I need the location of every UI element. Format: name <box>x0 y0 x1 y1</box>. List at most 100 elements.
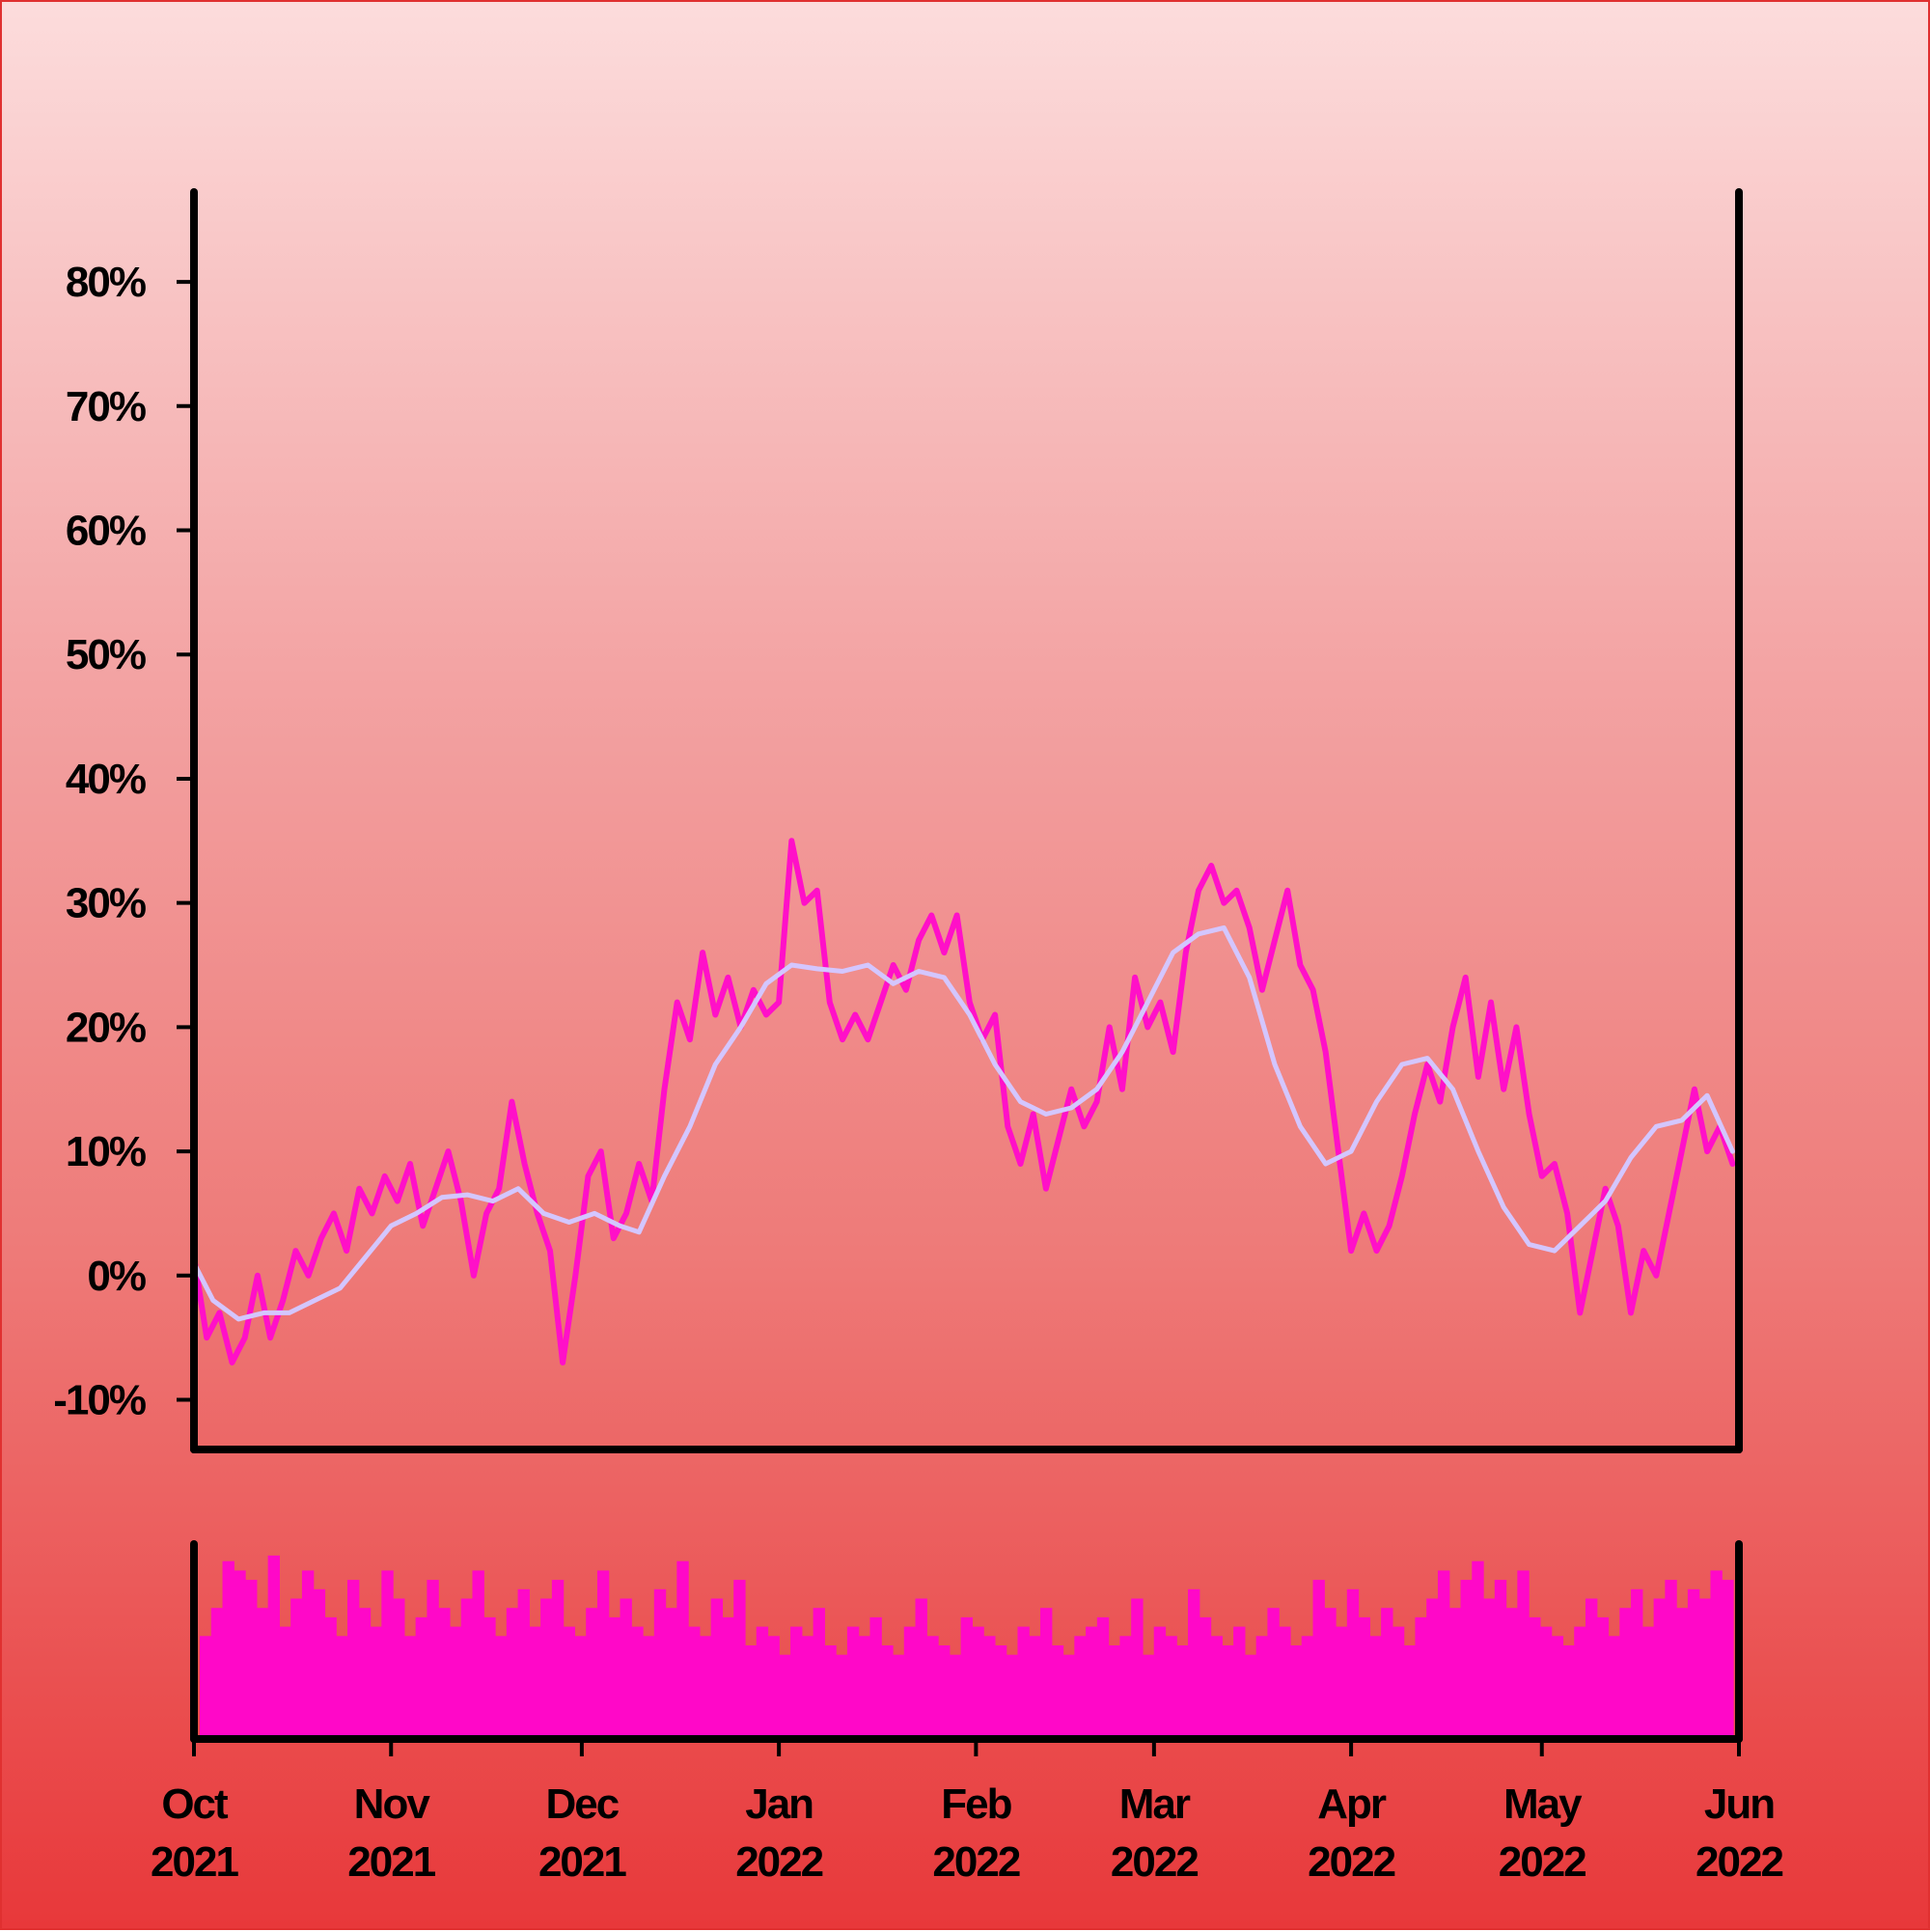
volume-bar <box>1244 1654 1257 1739</box>
volume-bar <box>1233 1626 1246 1739</box>
volume-bar <box>1505 1608 1518 1739</box>
x-tick-year-label: 2022 <box>1111 1838 1198 1886</box>
volume-bar <box>1096 1616 1110 1739</box>
volume-bar <box>1051 1645 1064 1739</box>
volume-bar <box>313 1588 326 1739</box>
y-tick-label: 80% <box>66 259 146 306</box>
volume-bar <box>1392 1626 1405 1739</box>
volume-bar <box>1687 1588 1700 1739</box>
y-tick-label: 10% <box>66 1128 146 1175</box>
volume-bar <box>1029 1636 1041 1739</box>
x-tick-year-label: 2021 <box>347 1838 435 1886</box>
y-tick-label: 60% <box>66 508 146 555</box>
volume-bar <box>1006 1654 1019 1739</box>
volume-bar <box>790 1626 803 1739</box>
volume-bar <box>710 1598 724 1739</box>
volume-bar <box>699 1636 712 1739</box>
volume-bar <box>1562 1645 1575 1739</box>
volume-bar <box>1040 1608 1053 1739</box>
volume-bar <box>949 1654 962 1739</box>
volume-bar <box>1222 1645 1234 1739</box>
volume-bar <box>427 1580 439 1739</box>
volume-bar <box>1698 1598 1712 1739</box>
volume-bar <box>1426 1598 1439 1739</box>
volume-bar <box>1460 1580 1473 1739</box>
y-tick-label: 0% <box>87 1253 145 1300</box>
volume-bar <box>551 1580 565 1739</box>
volume-bar <box>994 1645 1007 1739</box>
volume-bar <box>744 1645 758 1739</box>
volume-bar <box>234 1570 246 1739</box>
volume-bar <box>881 1645 894 1739</box>
volume-bar <box>756 1626 769 1739</box>
volume-bar <box>1415 1616 1427 1739</box>
volume-bar <box>324 1616 337 1739</box>
x-tick-month-label: Oct <box>161 1780 229 1828</box>
y-tick-label: 70% <box>66 383 146 430</box>
x-axis-labels: Oct 2021 Nov 2021 Dec 2021 Jan 2022 Feb 2022 Mar 20… <box>151 1780 1784 1886</box>
volume-bar <box>960 1616 973 1739</box>
volume-bar <box>801 1636 814 1739</box>
volume-bar <box>1301 1636 1314 1739</box>
volume-bar <box>665 1608 677 1739</box>
volume-bar <box>938 1645 951 1739</box>
volume-bar <box>517 1588 530 1739</box>
volume-bar <box>210 1608 224 1739</box>
volume-bar <box>1336 1626 1348 1739</box>
volume-bar <box>643 1636 655 1739</box>
volume-bar <box>529 1626 541 1739</box>
volume-bar <box>631 1626 644 1739</box>
volume-bar <box>824 1645 837 1739</box>
volume-bar <box>1641 1626 1655 1739</box>
volume-bar <box>1165 1636 1177 1739</box>
volume-bar <box>256 1608 269 1739</box>
volume-bar <box>846 1626 860 1739</box>
volume-bar <box>1722 1580 1734 1739</box>
y-tick-label: -10% <box>53 1377 146 1424</box>
volume-bar <box>495 1636 508 1739</box>
volume-bar <box>1631 1588 1643 1739</box>
volume-bar <box>1267 1608 1280 1739</box>
volume-bar <box>779 1654 791 1739</box>
volume-bar <box>1358 1616 1370 1739</box>
volume-bar <box>1062 1654 1075 1739</box>
volume-bar <box>926 1636 939 1739</box>
volume-bar <box>1074 1636 1087 1739</box>
volume-bar <box>1608 1636 1620 1739</box>
y-axis-labels: 80% 70% 60% 50% 40% 30% 20% 10% 0% -10% <box>53 259 148 1424</box>
volume-bar <box>563 1626 576 1739</box>
volume-bar <box>858 1636 871 1739</box>
y-tick-label: 40% <box>66 756 146 803</box>
y-tick-label: 20% <box>66 1004 146 1051</box>
volume-bar <box>370 1626 382 1739</box>
volume-bar <box>483 1616 496 1739</box>
volume-bar <box>1483 1598 1496 1739</box>
volume-bar <box>1448 1608 1462 1739</box>
volume-bar <box>1324 1608 1337 1739</box>
volume-bar <box>381 1570 394 1739</box>
volume-bar <box>983 1636 996 1739</box>
x-tick-month-label: Mar <box>1119 1780 1191 1828</box>
volume-bar <box>1539 1626 1553 1739</box>
volume-bar <box>1494 1580 1507 1739</box>
volume-bar <box>1676 1608 1689 1739</box>
volume-bar <box>1153 1626 1167 1739</box>
volume-bar <box>393 1598 405 1739</box>
volume-bar <box>1312 1580 1325 1739</box>
volume-bar <box>1596 1616 1610 1739</box>
volume-bar <box>1199 1616 1212 1739</box>
x-tick-year-label: 2022 <box>1696 1838 1782 1886</box>
volume-bar <box>1551 1636 1564 1739</box>
volume-bar <box>1574 1626 1586 1739</box>
volume-bar <box>596 1570 610 1739</box>
volume-bar <box>903 1626 917 1739</box>
y-tick-label: 30% <box>66 880 146 927</box>
volume-bar <box>1017 1626 1030 1739</box>
x-tick-year-label: 2022 <box>1499 1838 1585 1886</box>
x-tick-month-label: Apr <box>1317 1780 1387 1828</box>
volume-bar <box>200 1636 212 1739</box>
volume-bar <box>245 1580 258 1739</box>
volume-bar <box>767 1636 780 1739</box>
volume-bar <box>1403 1645 1417 1739</box>
